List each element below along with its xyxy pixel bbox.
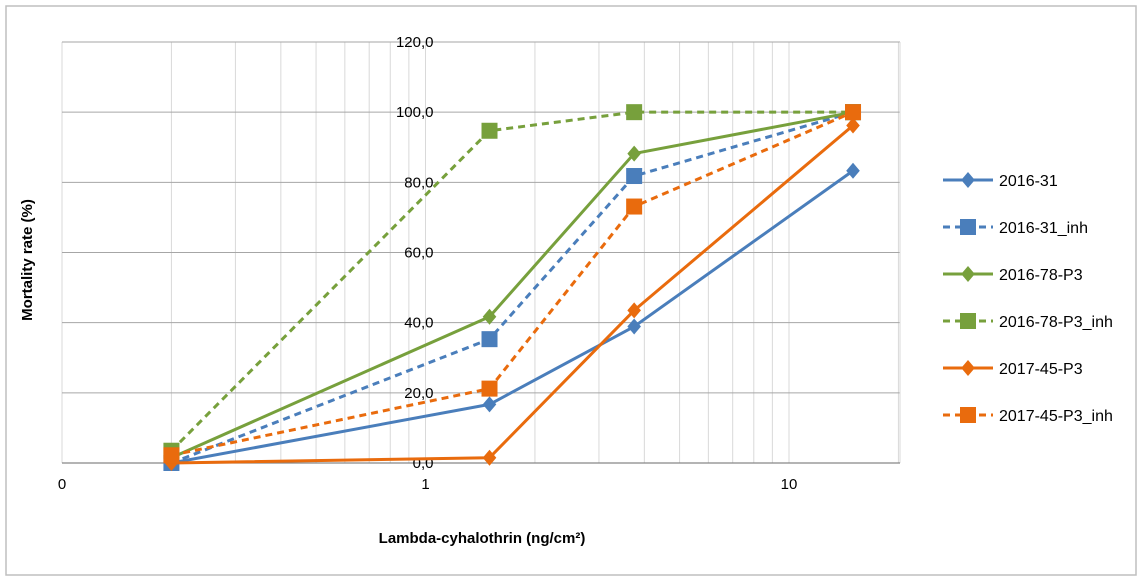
data-point — [481, 122, 498, 139]
legend-marker — [961, 360, 975, 376]
data-point — [163, 447, 180, 464]
data-point — [482, 396, 497, 413]
series-line — [171, 110, 854, 457]
y-tick-label: 120,0 — [396, 34, 434, 51]
data-point — [845, 104, 862, 121]
legend-label: 2017-45-P3 — [999, 361, 1083, 378]
legend-item: 2016-78-P3 — [943, 266, 1083, 284]
x-axis-label: Lambda-cyhalothrin (ng/cm²) — [379, 530, 586, 547]
y-tick-label: 40,0 — [404, 315, 433, 332]
data-point — [627, 318, 641, 335]
y-tick-label: 20,0 — [404, 385, 433, 402]
data-point — [846, 117, 860, 134]
legend-marker — [961, 266, 975, 282]
legend-label: 2016-78-P3 — [999, 267, 1083, 284]
legend-item: 2017-45-P3 — [943, 360, 1083, 378]
legend-marker — [960, 407, 976, 423]
data-point — [482, 449, 497, 466]
series-line — [171, 169, 854, 465]
data-point — [481, 331, 498, 348]
series-line — [170, 110, 854, 460]
legend-item: 2016-31 — [943, 172, 1058, 190]
data-point — [846, 162, 860, 179]
legend-item: 2016-31_inh — [943, 219, 1088, 237]
legend-item: 2016-78-P3_inh — [943, 313, 1113, 331]
y-tick-label: 80,0 — [404, 174, 433, 191]
data-point — [482, 308, 497, 325]
series-line — [171, 124, 854, 465]
legend-item: 2017-45-P3_inh — [943, 407, 1113, 425]
legend-marker — [960, 313, 976, 329]
x-tick-label: 1 — [421, 476, 429, 493]
data-point — [626, 104, 643, 121]
series-2017-45-P3_inh — [163, 104, 862, 464]
legend-marker — [961, 172, 975, 188]
data-point — [627, 145, 641, 162]
data-point — [627, 302, 641, 319]
legend-label: 2016-78-P3_inh — [999, 314, 1113, 331]
data-point — [626, 198, 643, 215]
data-point — [626, 168, 643, 185]
x-tick-label: 10 — [781, 476, 798, 493]
legend: 2016-31 2016-31_inh 2016-78-P3 2016-78-P3_i… — [943, 172, 1113, 425]
y-tick-label: 100,0 — [396, 104, 434, 121]
legend-label: 2016-31_inh — [999, 220, 1088, 237]
grid-lines — [61, 41, 901, 464]
data-point — [481, 380, 498, 397]
legend-marker — [960, 219, 976, 235]
series-line — [170, 110, 854, 465]
chart-border — [5, 5, 1137, 576]
legend-label: 2017-45-P3_inh — [999, 408, 1113, 425]
y-axis-label: Mortality rate (%) — [19, 199, 36, 321]
y-tick-label: 60,0 — [404, 245, 433, 262]
x-tick-label: 0 — [58, 476, 66, 493]
legend-label: 2016-31 — [999, 173, 1058, 190]
series-layer — [163, 104, 862, 471]
